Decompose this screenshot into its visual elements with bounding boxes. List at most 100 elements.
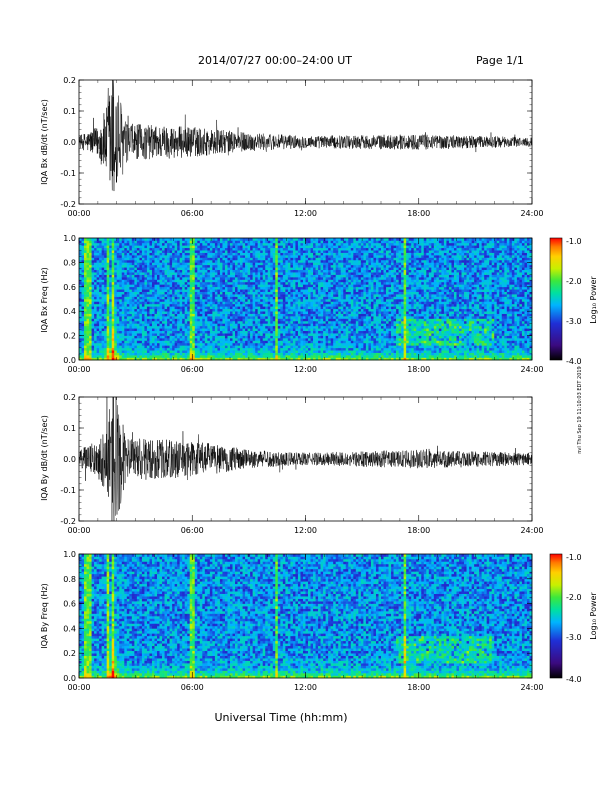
heatmap-cell [84, 330, 87, 334]
heatmap-cell [255, 267, 258, 271]
heatmap-cell [159, 294, 163, 297]
heatmap-cell [267, 338, 271, 341]
heatmap-cell [129, 318, 133, 322]
heatmap-cell [197, 291, 201, 295]
heatmap-cell [202, 279, 206, 283]
heatmap-cell [119, 301, 123, 305]
heatmap-cell [91, 291, 95, 295]
heatmap-cell [174, 238, 178, 241]
heatmap-cell [219, 345, 223, 349]
heatmap-cell [313, 303, 316, 307]
heatmap-cell [141, 299, 145, 302]
heatmap-cell [240, 357, 243, 361]
heatmap-cell [139, 350, 143, 353]
heatmap-cell [204, 272, 208, 275]
heatmap-cell [277, 316, 281, 319]
heatmap-cell [144, 281, 148, 285]
heatmap-cell [292, 247, 296, 251]
heatmap-cell [285, 325, 289, 329]
heatmap-cell [149, 277, 153, 280]
heatmap-cell [144, 328, 148, 332]
heatmap-cell [305, 355, 309, 358]
heatmap-cell [308, 262, 311, 266]
heatmap-cell [162, 267, 165, 271]
heatmap-cell [159, 311, 163, 314]
heatmap-cell [104, 274, 107, 278]
heatmap-cell [265, 245, 269, 249]
heatmap-cell [134, 303, 138, 307]
heatmap-cell [139, 318, 143, 322]
heatmap-cell [308, 255, 311, 258]
heatmap-cell [157, 352, 160, 356]
heatmap-cell [194, 299, 198, 302]
heatmap-cell [282, 245, 286, 249]
heatmap-cell [124, 250, 128, 253]
heatmap-cell [245, 345, 248, 349]
heatmap-cell [287, 259, 291, 263]
heatmap-cell [194, 333, 198, 336]
heatmap-cell [136, 313, 140, 317]
heatmap-cell [260, 318, 264, 322]
heatmap-cell [323, 313, 326, 317]
heatmap-cell [119, 318, 123, 322]
heatmap-cell [320, 269, 324, 273]
heatmap-cell [265, 242, 269, 246]
heatmap-cell [146, 247, 150, 251]
heatmap-cell [222, 340, 226, 344]
heatmap-cell [222, 284, 226, 288]
heatmap-cell [109, 325, 113, 329]
heatmap-cell [126, 299, 130, 302]
heatmap-cell [250, 240, 253, 244]
heatmap-cell [297, 323, 301, 327]
heatmap-cell [252, 296, 256, 300]
heatmap-cell [235, 272, 238, 275]
heatmap-cell [214, 328, 218, 332]
heatmap-cell [197, 350, 201, 353]
heatmap-cell [250, 279, 253, 283]
heatmap-cell [292, 296, 296, 300]
heatmap-cell [212, 279, 216, 283]
heatmap-cell [119, 296, 123, 300]
heatmap-cell [247, 259, 251, 263]
heatmap-cell [114, 352, 118, 356]
heatmap-cell [204, 357, 208, 361]
heatmap-cell [187, 294, 191, 297]
heatmap-cell [202, 267, 206, 271]
heatmap-cell [177, 255, 180, 258]
heatmap-cell [154, 286, 158, 290]
heatmap-cell [287, 255, 291, 258]
heatmap-cell [292, 238, 296, 241]
heatmap-cell [86, 262, 90, 266]
heatmap-cell [189, 240, 193, 244]
heatmap-cell [242, 269, 246, 273]
heatmap-cell [287, 316, 291, 319]
heatmap-cell [162, 286, 165, 290]
heatmap-cell [245, 328, 248, 332]
heatmap-cell [199, 306, 203, 310]
heatmap-cell [104, 357, 107, 361]
heatmap-cell [308, 333, 311, 336]
heatmap-cell [139, 338, 143, 341]
heatmap-cell [300, 259, 304, 263]
heatmap-cell [214, 247, 218, 251]
heatmap-cell [204, 350, 208, 353]
heatmap-cell [292, 274, 296, 278]
heatmap-cell [240, 352, 243, 356]
heatmap-cell [214, 350, 218, 353]
heatmap-cell [310, 294, 314, 297]
heatmap-cell [124, 238, 128, 241]
heatmap-cell [124, 340, 128, 344]
heatmap-cell [242, 247, 246, 251]
heatmap-cell [212, 328, 216, 332]
heatmap-cell [275, 257, 279, 261]
heatmap-cell [222, 277, 226, 280]
heatmap-cell [189, 350, 193, 353]
heatmap-cell [86, 272, 90, 275]
heatmap-cell [282, 325, 286, 329]
heatmap-cell [131, 252, 135, 256]
heatmap-cell [257, 299, 261, 302]
heatmap-cell [106, 240, 110, 244]
heatmap-cell [101, 291, 105, 295]
heatmap-cell [275, 296, 279, 300]
heatmap-cell [265, 335, 269, 339]
